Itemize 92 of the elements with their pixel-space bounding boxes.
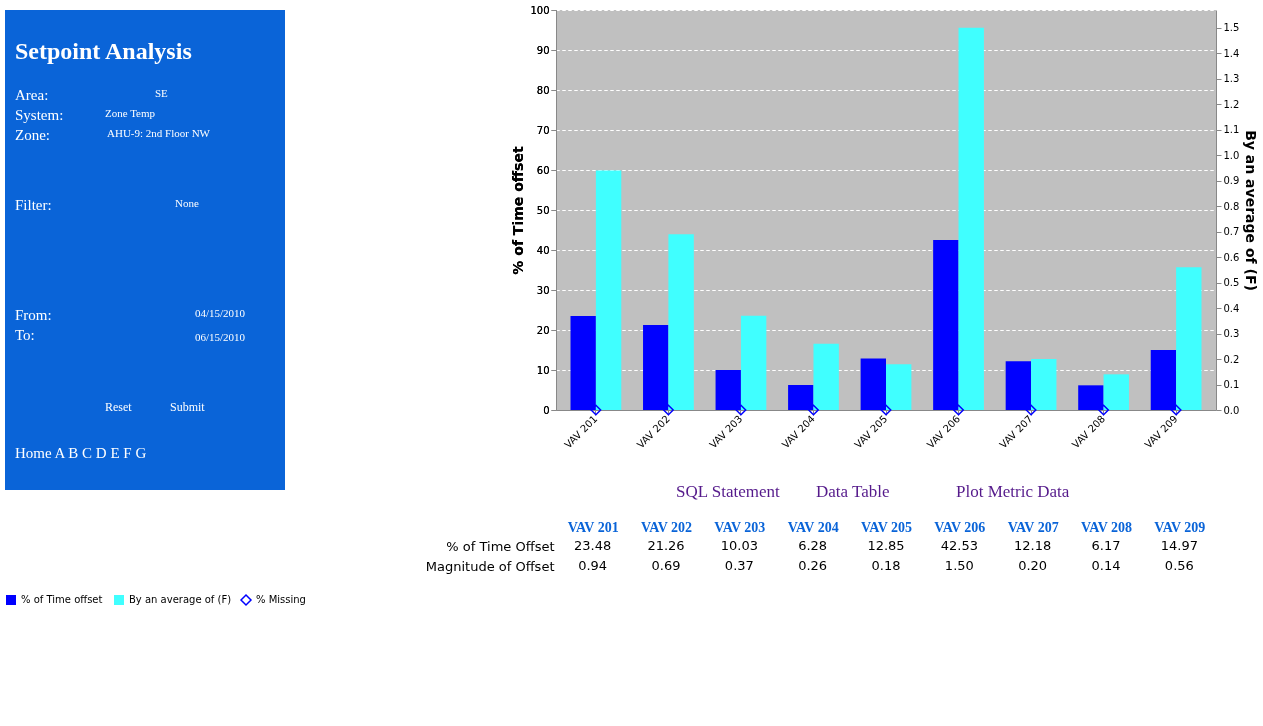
text: 06/15/2010 <box>195 331 246 343</box>
x-tick-label: VAV 209 <box>1142 413 1180 451</box>
category-label: VAV 202 <box>641 519 692 535</box>
y2-tick-label: 0.7 <box>1223 226 1240 238</box>
y-tick-label: 10 <box>536 364 550 376</box>
data-label: 10.03 <box>720 538 758 553</box>
text: Zone Temp <box>105 107 156 119</box>
bar <box>595 170 622 410</box>
y-tick-label: 20 <box>536 324 550 336</box>
category-label: VAV 208 <box>1081 519 1132 535</box>
y2-tick-label: 1.5 <box>1223 22 1240 34</box>
bar <box>668 234 694 410</box>
category-label: VAV 205 <box>861 519 912 535</box>
bar <box>813 343 839 410</box>
y-tick-label: 70 <box>536 124 550 136</box>
text: Filter: <box>15 197 52 213</box>
text: Area: <box>15 87 49 103</box>
data-label: 0.18 <box>871 558 901 573</box>
text: From: <box>15 307 52 323</box>
y2-tick-label: 0.8 <box>1223 200 1240 212</box>
data-label: 0.20 <box>1018 558 1048 573</box>
text: Data Table <box>816 482 890 501</box>
category-label: VAV 207 <box>1007 519 1059 535</box>
category-label: VAV 206 <box>934 519 986 535</box>
bar <box>958 27 984 410</box>
data-label: 6.28 <box>798 538 828 553</box>
data-label: 0.14 <box>1091 558 1121 573</box>
y2-tick-label: 0.2 <box>1223 353 1240 365</box>
text: Submit <box>170 400 206 414</box>
legend-label: By an average of (F) <box>129 594 232 605</box>
data-label: 14.97 <box>1160 538 1198 553</box>
data-label: 1.50 <box>944 558 974 573</box>
text: Home A B C D E F G <box>15 445 147 461</box>
data-label: 42.53 <box>940 538 978 553</box>
y-tick-label: 0 <box>543 404 550 416</box>
x-tick-label: VAV 208 <box>1069 413 1108 451</box>
legend-label: % of Time offset <box>21 594 103 605</box>
y2-tick-label: 0.6 <box>1223 251 1240 263</box>
category-label: VAV 204 <box>787 519 839 535</box>
y2-tick-label: 0.3 <box>1223 328 1240 340</box>
y-tick-label: 90 <box>536 44 550 56</box>
data-label: 0.37 <box>724 558 754 573</box>
text: SQL Statement <box>676 482 780 501</box>
data-label: 21.26 <box>647 538 685 553</box>
bar <box>740 315 767 410</box>
text: Reset <box>105 400 133 414</box>
text: Plot Metric Data <box>956 482 1070 501</box>
text: Setpoint Analysis <box>15 38 192 64</box>
x-tick-label: VAV 205 <box>852 413 890 451</box>
data-label: 0.26 <box>798 558 828 573</box>
y2-tick-label: 0.4 <box>1223 302 1240 314</box>
y2-tick-label: 1.1 <box>1223 124 1240 136</box>
text: System: <box>15 107 64 123</box>
category-label: VAV 209 <box>1154 519 1206 535</box>
category-label: VAV 201 <box>567 519 619 535</box>
text: Magnitude of Offset <box>425 558 555 574</box>
legend-label: % Missing <box>256 594 306 605</box>
y2-tick-label: 1.0 <box>1223 149 1240 161</box>
y-tick-label: 40 <box>536 244 550 256</box>
x-tick-label: VAV 202 <box>634 413 672 451</box>
y-tick-label: 80 <box>536 84 550 96</box>
x-tick-label: VAV 203 <box>707 413 745 451</box>
text: AHU-9: 2nd Floor NW <box>107 127 211 139</box>
y-tick-label: 60 <box>536 164 550 176</box>
y-axis-title: % of Time offset <box>510 146 527 275</box>
y2-tick-label: 1.3 <box>1223 73 1240 85</box>
y2-tick-label: 0.9 <box>1223 175 1240 187</box>
y2-tick-label: 0.0 <box>1223 404 1240 416</box>
text: SE <box>155 87 169 99</box>
data-label: 12.18 <box>1014 538 1052 553</box>
data-label: 23.48 <box>574 538 612 553</box>
category-label: VAV 203 <box>714 519 766 535</box>
y2-tick-label: 1.4 <box>1223 47 1240 59</box>
y-tick-label: 100 <box>530 4 550 16</box>
y2-tick-label: 0.5 <box>1223 277 1240 289</box>
text: % of Time Offset <box>446 538 555 554</box>
text: 04/15/2010 <box>195 307 246 319</box>
data-label: 6.17 <box>1091 538 1121 553</box>
data-label: 0.94 <box>578 558 608 573</box>
y-tick-label: 50 <box>536 204 550 216</box>
y-tick-label: 30 <box>536 284 550 296</box>
y2-axis-title: By an average of (F) <box>1243 130 1260 291</box>
data-label: 12.85 <box>867 538 905 553</box>
y2-tick-label: 0.1 <box>1223 379 1240 391</box>
x-tick-label: VAV 201 <box>562 413 600 451</box>
text: None <box>175 197 199 209</box>
y2-tick-label: 1.2 <box>1223 98 1240 110</box>
text: Zone: <box>15 127 50 143</box>
text: To: <box>15 327 35 343</box>
data-label: 0.69 <box>651 558 681 573</box>
bar <box>1176 267 1202 410</box>
data-label: 0.56 <box>1164 558 1194 573</box>
